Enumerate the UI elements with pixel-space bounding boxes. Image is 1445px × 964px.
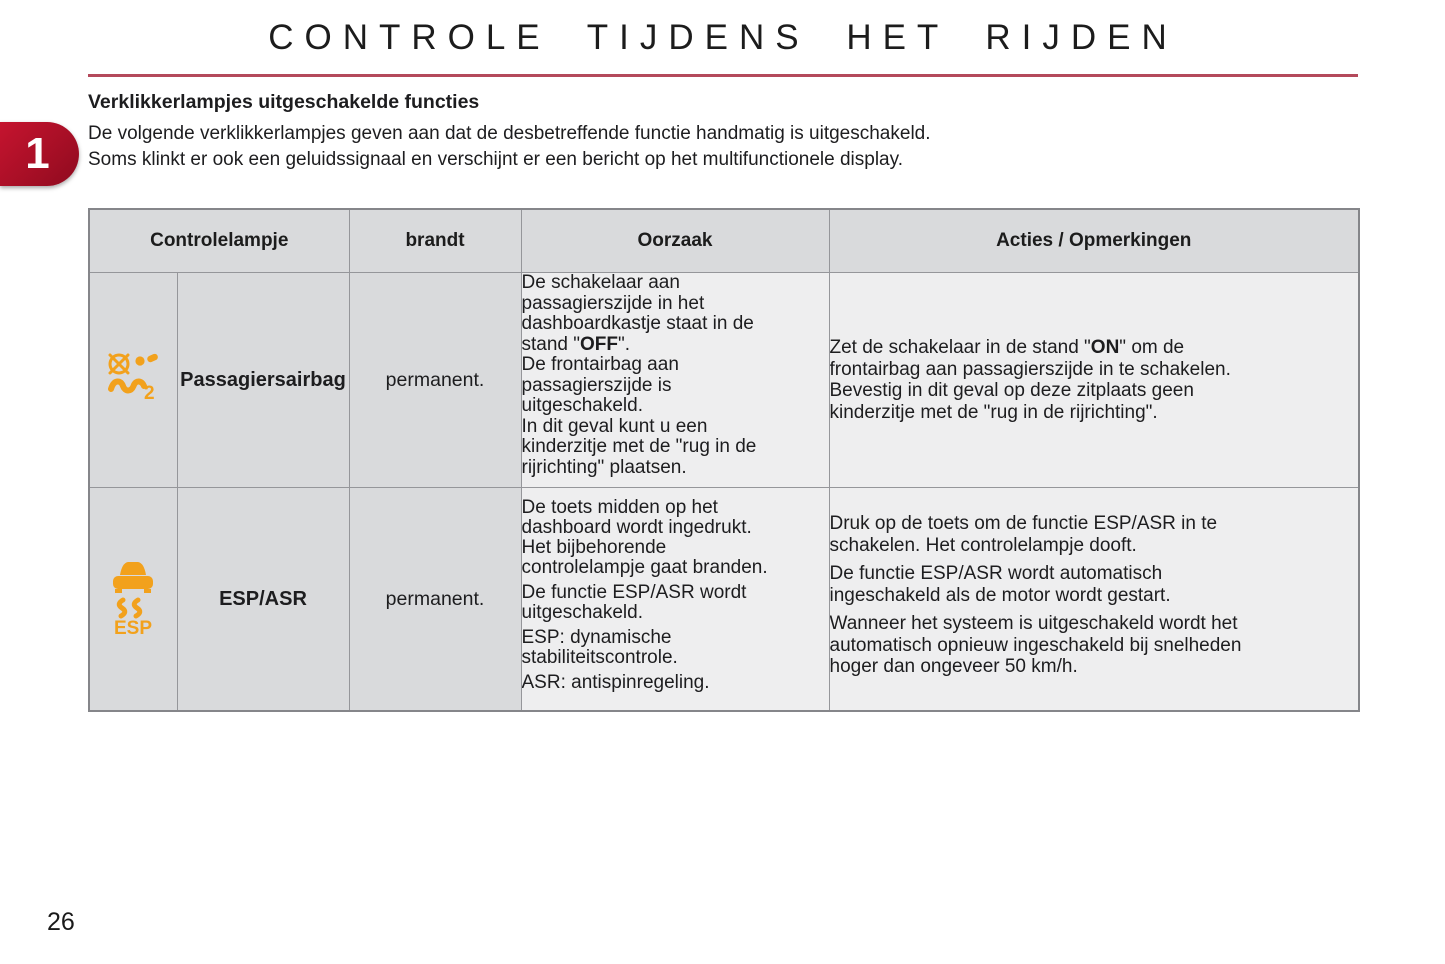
title-rule — [88, 74, 1358, 77]
passenger-airbag-off-icon: 2 — [108, 353, 159, 404]
acties-cell: Zet de schakelaar in de stand "ON" om de… — [828, 272, 1360, 488]
esp-icon-text: ESP — [114, 618, 152, 636]
icon-cell: 2 — [88, 272, 178, 488]
oorzaak-cell: De schakelaar aan passagierszijde in het… — [520, 272, 830, 488]
brandt-value: permanent. — [348, 272, 522, 488]
intro-text-line: De volgende verklikkerlampjes geven aan … — [88, 123, 931, 144]
lamp-label: ESP/ASR — [176, 487, 350, 712]
lamp-label: Passagiersairbag — [176, 272, 350, 488]
page-number: 26 — [47, 908, 75, 936]
esp-asr-off-icon: ESP — [113, 562, 154, 639]
header-brandt: brandt — [348, 208, 522, 273]
chapter-number: 1 — [25, 129, 50, 178]
table-row-passagiersairbag: 2 Passagiersairbag permanent. De schakel… — [88, 272, 1360, 488]
airbag-icon-subscript: 2 — [144, 383, 155, 404]
warning-lights-table: Controlelampje brandt Oorzaak Acties / O… — [88, 208, 1360, 712]
intro-text-line: Soms klinkt er ook een geluidssignaal en… — [88, 149, 903, 170]
brandt-value: permanent. — [348, 487, 522, 712]
table-header-row: Controlelampje brandt Oorzaak Acties / O… — [88, 208, 1360, 273]
header-controlelampje: Controlelampje — [88, 208, 350, 273]
table-row-esp-asr: ESP ESP/ASR permanent. De toets midden o… — [88, 487, 1360, 712]
chapter-tab: 1 — [0, 122, 79, 186]
intro-section: Verklikkerlampjes uitgeschakelde functie… — [88, 91, 1358, 173]
header-acties: Acties / Opmerkingen — [828, 208, 1360, 273]
page-title: CONTROLE TIJDENS HET RIJDEN — [268, 18, 1178, 57]
section-heading: Verklikkerlampjes uitgeschakelde functie… — [88, 91, 480, 113]
oorzaak-cell: De toets midden op het dashboard wordt i… — [520, 487, 830, 712]
icon-cell: ESP — [88, 487, 178, 712]
acties-cell: Druk op de toets om de functie ESP/ASR i… — [828, 487, 1360, 712]
header-oorzaak: Oorzaak — [520, 208, 830, 273]
